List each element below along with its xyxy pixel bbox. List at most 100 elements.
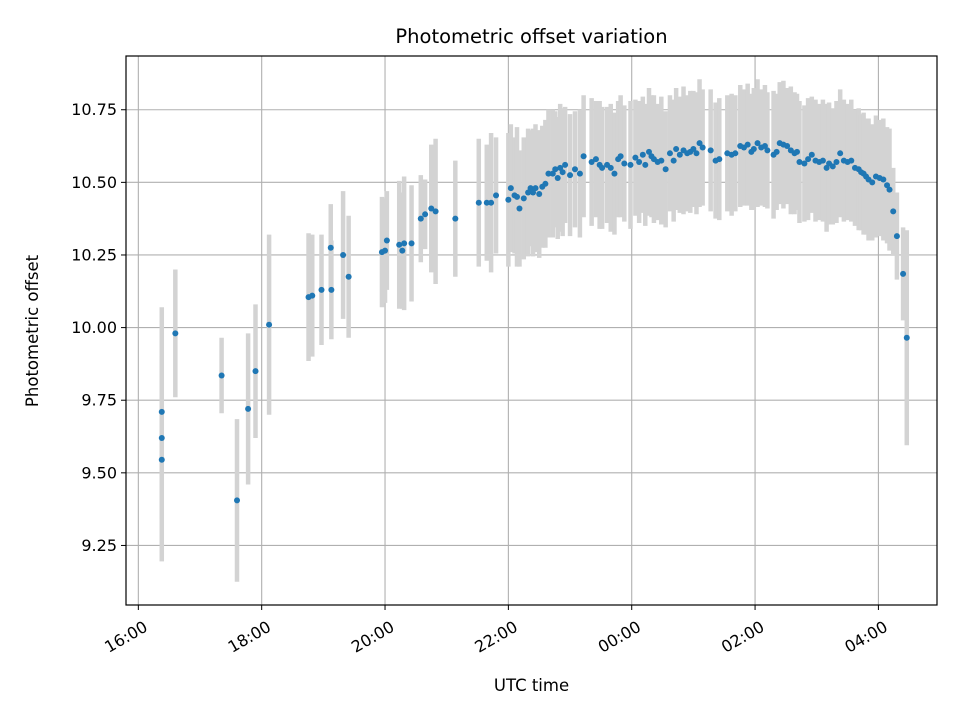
data-point xyxy=(750,145,757,152)
y-tick-label: 10.25 xyxy=(71,245,117,264)
data-point xyxy=(884,182,891,189)
data-point xyxy=(530,189,537,196)
data-point xyxy=(552,166,559,173)
data-point xyxy=(507,185,514,192)
data-point xyxy=(422,211,429,218)
data-point xyxy=(642,161,649,168)
data-point xyxy=(670,157,677,164)
y-tick-label: 9.75 xyxy=(81,391,117,410)
data-point xyxy=(525,189,532,196)
data-point xyxy=(819,157,826,164)
data-point xyxy=(549,170,556,177)
data-point xyxy=(666,150,673,157)
data-point xyxy=(903,334,910,341)
data-point xyxy=(488,199,495,206)
data-point xyxy=(607,164,614,171)
data-point xyxy=(716,156,723,163)
data-point xyxy=(662,166,669,173)
data-point xyxy=(658,157,665,164)
data-point xyxy=(796,159,803,166)
data-point xyxy=(505,196,512,203)
data-point xyxy=(252,368,259,375)
data-point xyxy=(673,145,680,152)
data-point xyxy=(396,241,403,248)
data-point xyxy=(699,144,706,151)
data-point xyxy=(773,148,780,155)
data-point xyxy=(808,151,815,158)
data-point xyxy=(383,237,390,244)
data-point xyxy=(266,321,273,328)
data-point xyxy=(571,166,578,173)
plot-frame xyxy=(125,55,938,606)
data-point xyxy=(432,208,439,215)
data-point xyxy=(532,185,539,192)
data-point xyxy=(693,150,700,157)
data-point xyxy=(696,140,703,147)
data-point xyxy=(452,215,459,222)
y-tick-label: 10.75 xyxy=(71,100,117,119)
data-point xyxy=(514,193,521,200)
data-point xyxy=(592,156,599,163)
y-tick-label: 9.25 xyxy=(81,536,117,555)
data-point xyxy=(417,215,424,222)
chart-title: Photometric offset variation xyxy=(395,25,667,48)
grid-lines xyxy=(126,56,937,605)
data-point xyxy=(848,157,855,164)
data-point xyxy=(880,176,887,183)
data-point xyxy=(837,150,844,157)
data-point xyxy=(764,147,771,154)
y-axis-ticks: 9.25 9.50 9.75 10.00 10.25 10.50 10.75 xyxy=(71,100,126,555)
data-point xyxy=(218,372,225,379)
data-point xyxy=(428,205,435,212)
data-point xyxy=(676,151,683,158)
data-point xyxy=(158,408,165,415)
x-axis-label: UTC time xyxy=(494,676,569,695)
data-point xyxy=(245,405,252,412)
data-point xyxy=(632,154,639,161)
data-points xyxy=(158,140,910,504)
data-point xyxy=(576,170,583,177)
data-point xyxy=(399,247,406,254)
data-point xyxy=(557,164,564,171)
y-tick-label: 10.50 xyxy=(71,173,117,192)
data-point xyxy=(744,141,751,148)
data-point xyxy=(327,244,334,251)
data-point xyxy=(621,160,628,167)
data-point xyxy=(823,164,830,171)
data-point xyxy=(328,286,335,293)
data-point xyxy=(562,161,569,168)
data-point xyxy=(536,190,543,197)
y-tick-label: 10.00 xyxy=(71,318,117,337)
data-point xyxy=(707,147,714,154)
data-point xyxy=(784,143,791,150)
data-point xyxy=(493,192,500,199)
data-point xyxy=(408,240,415,247)
data-point xyxy=(516,205,523,212)
data-point xyxy=(627,161,634,168)
data-point xyxy=(580,153,587,160)
data-point xyxy=(382,247,389,254)
data-point xyxy=(542,180,549,187)
data-point xyxy=(309,292,316,299)
data-point xyxy=(805,156,812,163)
data-point xyxy=(900,270,907,277)
data-point xyxy=(890,208,897,215)
data-point xyxy=(158,434,165,441)
data-point xyxy=(886,186,893,193)
data-point xyxy=(617,153,624,160)
data-point xyxy=(340,251,347,258)
data-point xyxy=(611,170,618,177)
data-point xyxy=(158,456,165,463)
data-point xyxy=(833,159,840,166)
data-point xyxy=(732,150,739,157)
data-point xyxy=(483,199,490,206)
data-point xyxy=(554,175,561,181)
data-point xyxy=(527,185,534,192)
data-point xyxy=(520,195,527,202)
data-point xyxy=(559,169,566,176)
data-point xyxy=(234,497,241,504)
data-point xyxy=(645,148,652,155)
data-point xyxy=(567,172,574,179)
data-point xyxy=(869,179,876,186)
